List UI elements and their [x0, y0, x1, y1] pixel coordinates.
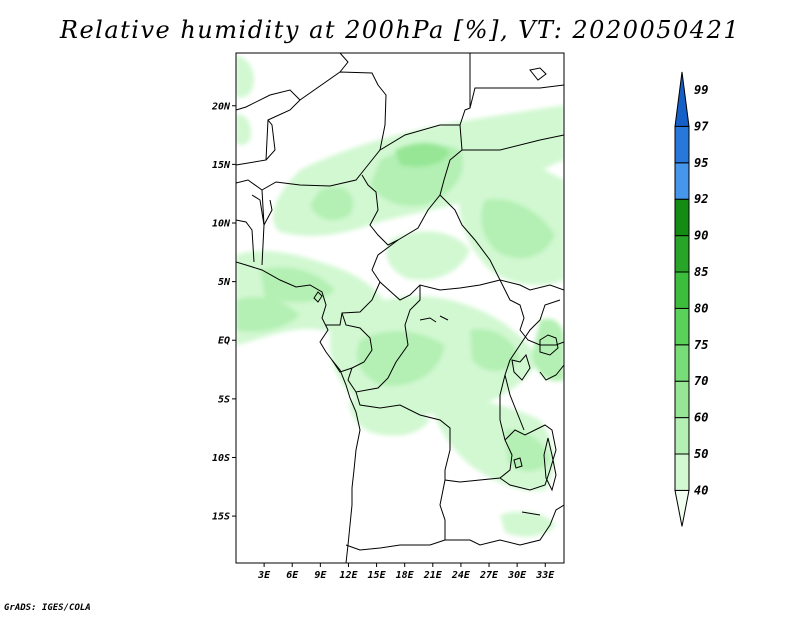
- colorbar: 40 50 60 70 75 80 85 90 92 95 97 99: [674, 71, 709, 527]
- lon-tick-label: 12E: [339, 570, 358, 581]
- colorbar-segment: [674, 453, 690, 491]
- colorbar-level-label: 97: [694, 119, 709, 133]
- colorbar-top-arrow: [674, 71, 690, 127]
- lat-tick-label: EQ: [218, 336, 230, 347]
- colorbar-segment: [674, 417, 690, 455]
- colorbar-level-label: 60: [694, 411, 708, 425]
- colorbar-segment: [674, 198, 690, 237]
- colorbar-level-label: 70: [694, 374, 708, 388]
- colorbar-segment: [674, 125, 690, 164]
- country-borders: [236, 53, 564, 563]
- map-title: Relative humidity at 200hPa [%], VT: 202…: [59, 16, 741, 44]
- lon-tick-label: 18E: [396, 570, 415, 581]
- lat-tick-label: 5N: [218, 277, 231, 288]
- lat-tick-label: 10N: [212, 219, 231, 230]
- lon-tick-label: 27E: [479, 570, 499, 581]
- lon-tick-label: 21E: [423, 570, 443, 581]
- lat-tick-label: 20N: [211, 101, 231, 112]
- colorbar-level-label: 92: [694, 192, 708, 206]
- colorbar-segment: [674, 235, 690, 273]
- colorbar-segment: [674, 344, 690, 382]
- colorbar-level-label: 50: [694, 447, 708, 461]
- lon-tick-label: 9E: [314, 570, 327, 581]
- longitude-axis: 3E 6E 9E 12E 15E 18E 21E 24E 27E 30E 33E: [257, 563, 555, 581]
- grads-credit: GrADS: IGES/COLA: [4, 603, 91, 613]
- colorbar-level-label: 75: [694, 338, 708, 352]
- lon-tick-label: 24E: [451, 570, 471, 581]
- colorbar-segment: [674, 380, 690, 419]
- lon-tick-label: 15E: [368, 570, 387, 581]
- colorbar-segment: [674, 162, 690, 200]
- colorbar-level-label: 40: [694, 483, 708, 497]
- lon-tick-label: 33E: [535, 570, 555, 581]
- colorbar-level-label: 90: [694, 229, 708, 243]
- latitude-axis: 20N 15N 10N 5N EQ 5S 10S 15S: [211, 101, 236, 523]
- colorbar-segment: [674, 271, 690, 309]
- lat-tick-label: 15N: [212, 160, 231, 171]
- lat-tick-label: 10S: [212, 453, 230, 464]
- colorbar-level-label: 80: [694, 301, 708, 315]
- lon-tick-label: 6E: [286, 570, 299, 581]
- colorbar-level-label: 95: [694, 156, 708, 170]
- map-frame: [235, 52, 565, 564]
- lat-tick-label: 5S: [218, 394, 230, 405]
- lat-tick-label: 15S: [212, 512, 230, 523]
- colorbar-level-label: 99: [694, 83, 708, 97]
- colorbar-segment: [674, 307, 690, 346]
- colorbar-bottom-arrow: [674, 489, 690, 527]
- lon-tick-label: 3E: [257, 570, 271, 581]
- colorbar-level-label: 85: [694, 265, 708, 279]
- lon-tick-label: 30E: [507, 570, 527, 581]
